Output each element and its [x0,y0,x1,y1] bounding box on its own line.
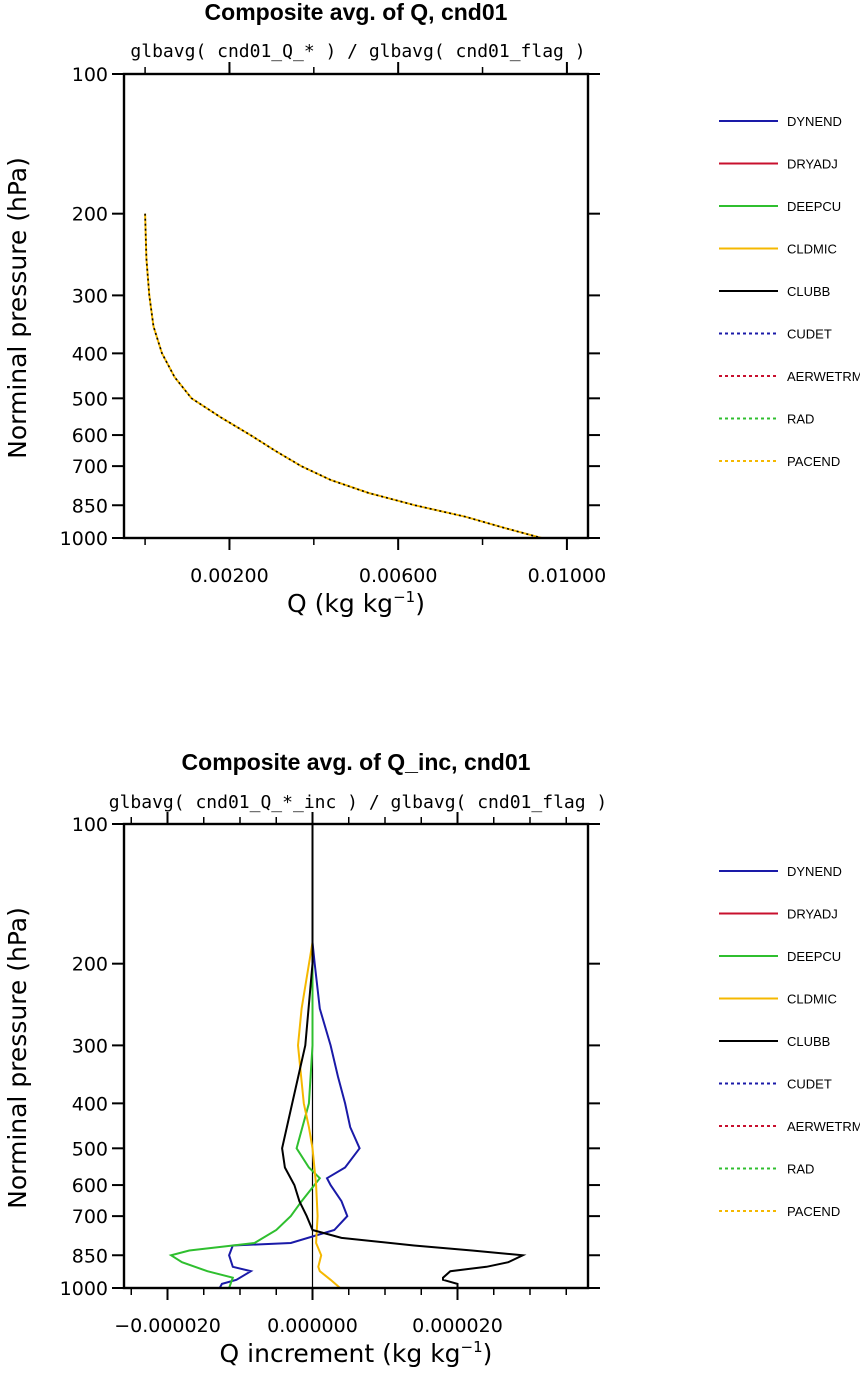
legend-label-cudet: CUDET [787,327,832,342]
series-line-cldmic [144,213,542,538]
y-tick-label: 1000 [60,1278,108,1300]
plot-frame [122,822,590,1290]
x-tick-label: −0.000020 [114,1315,221,1337]
legend-label-cudet: CUDET [787,1077,832,1092]
x-axis-label: Q increment (kg kg−1) [220,1338,493,1368]
legend-label-dryadj: DRYADJ [787,157,838,172]
y-tick-label: 100 [72,814,108,836]
series-line-overlay [144,213,542,538]
legend-label-cldmic: CLDMIC [787,242,837,257]
legend-label-clubb: CLUBB [787,284,830,299]
legend-label-pacend: PACEND [787,1204,840,1219]
y-tick-label: 400 [72,1093,108,1115]
y-tick-label: 500 [72,1138,108,1160]
chart-1: Composite avg. of Q, cnd01 glbavg( cnd01_… [3,0,860,618]
y-tick-label: 100 [72,64,108,86]
x-tick-label: 0.00200 [190,565,269,587]
y-tick-label: 600 [72,1175,108,1197]
plot-frame [122,72,590,540]
chart-2: Composite avg. of Q_inc, cnd01 glbavg( cn… [3,749,860,1368]
legend-label-rad: RAD [787,412,814,427]
y-tick-label: 500 [72,388,108,410]
series-line-dynend [218,824,361,1288]
series-line-clubb [281,824,527,1288]
y-axis-label: Norminal pressure (hPa) [3,157,32,459]
x-axis-label: Q (kg kg−1) [287,588,425,618]
y-tick-label: 400 [72,343,108,365]
legend-label-dryadj: DRYADJ [787,907,838,922]
legend-label-dynend: DYNEND [787,114,842,129]
legend-label-pacend: PACEND [787,454,840,469]
legend-label-dynend: DYNEND [787,864,842,879]
legend-label-deepcu: DEEPCU [787,199,841,214]
chart-title: Composite avg. of Q_inc, cnd01 [182,749,531,775]
chart-subtitle: glbavg( cnd01_Q_*_inc ) / glbavg( cnd01_… [109,792,608,813]
x-tick-label: 0.000000 [267,1315,358,1337]
series-line-cldmic [296,824,341,1288]
y-tick-label: 300 [72,285,108,307]
legend-label-clubb: CLUBB [787,1034,830,1049]
legend-label-aerwetrm: AERWETRM [787,369,860,384]
y-tick-label: 850 [72,1245,108,1267]
y-tick-label: 600 [72,425,108,447]
legend-label-deepcu: DEEPCU [787,949,841,964]
y-tick-label: 700 [72,1206,108,1228]
legend-label-cldmic: CLDMIC [787,992,837,1007]
y-tick-label: 1000 [60,528,108,550]
chart-subtitle: glbavg( cnd01_Q_* ) / glbavg( cnd01_flag… [130,41,585,62]
legend-label-aerwetrm: AERWETRM [787,1119,860,1134]
y-tick-label: 300 [72,1035,108,1057]
y-tick-label: 200 [72,954,108,976]
x-tick-label: 0.01000 [528,565,607,587]
x-tick-label: 0.000020 [412,1315,503,1337]
y-tick-label: 200 [72,204,108,226]
y-tick-label: 700 [72,456,108,478]
legend-label-rad: RAD [787,1162,814,1177]
series-line-deepcu [168,824,322,1288]
y-axis-label: Norminal pressure (hPa) [3,907,32,1209]
x-tick-label: 0.00600 [359,565,438,587]
y-tick-label: 850 [72,495,108,517]
chart-title: Composite avg. of Q, cnd01 [205,0,508,25]
